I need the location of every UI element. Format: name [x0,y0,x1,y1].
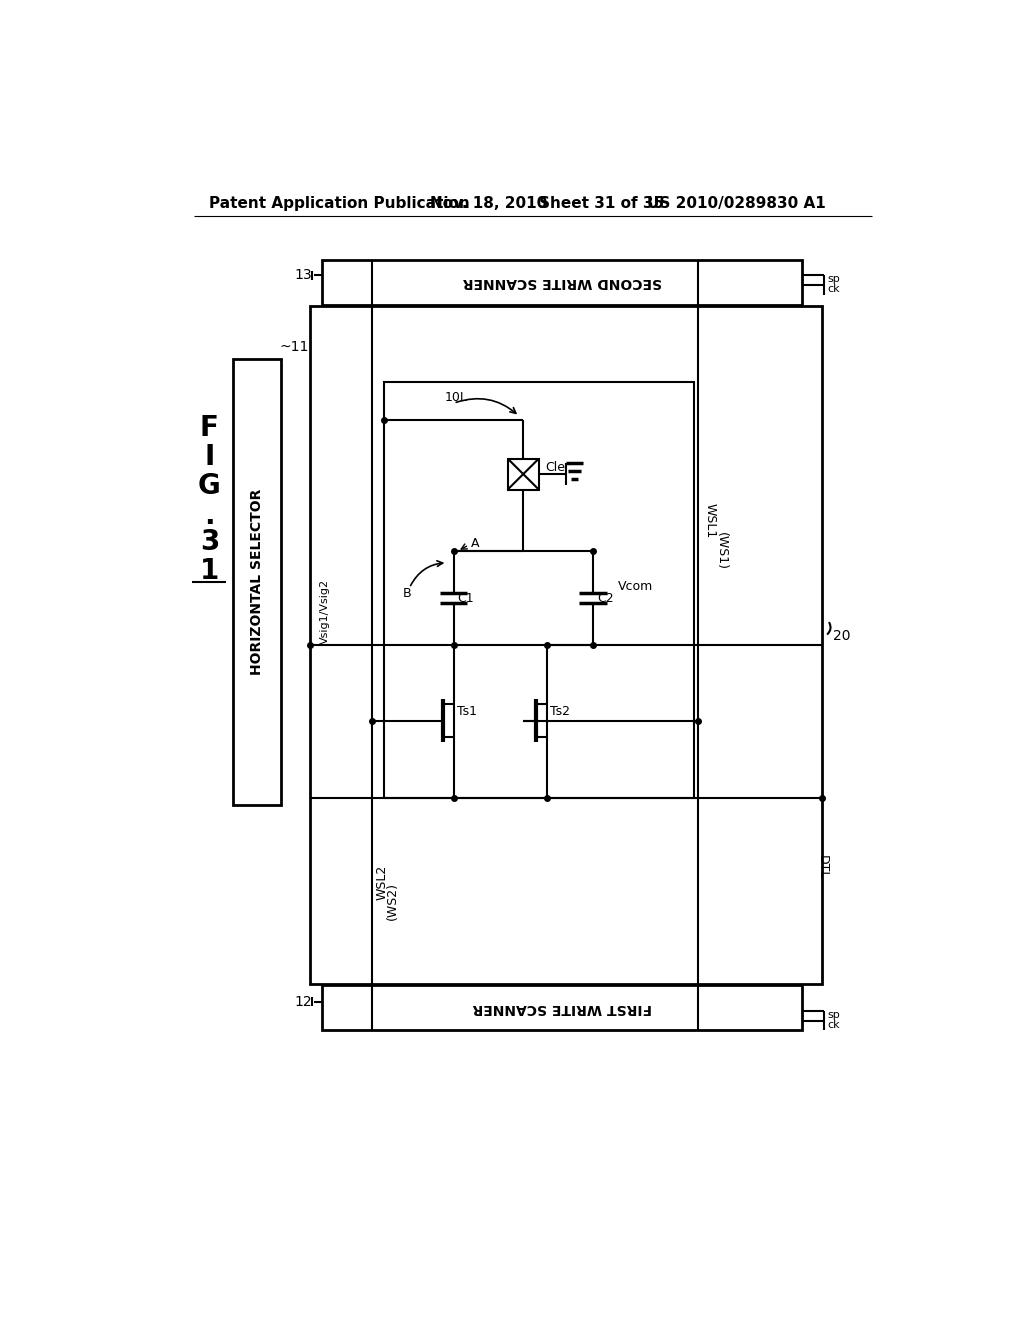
Text: C2: C2 [597,591,613,605]
Text: A: A [471,537,479,550]
Bar [310,306,821,983]
Bar [508,459,539,490]
Text: HORIZONTAL SELECTOR: HORIZONTAL SELECTOR [250,488,263,675]
Text: B: B [403,587,412,601]
Text: 1: 1 [200,557,219,585]
Text: F: F [200,414,219,442]
Text: I: I [204,444,214,471]
Text: 12: 12 [295,994,312,1008]
Text: (WS1): (WS1) [715,532,728,570]
Bar [322,260,802,305]
Text: Sheet 31 of 35: Sheet 31 of 35 [539,195,664,211]
Text: SECOND WRITE SCANNER: SECOND WRITE SCANNER [463,276,662,289]
Text: (WS2): (WS2) [386,883,399,920]
Text: FIRST WRITE SCANNER: FIRST WRITE SCANNER [472,1001,651,1015]
Text: G: G [198,473,221,500]
Text: ~11: ~11 [280,341,308,354]
Text: .: . [204,502,215,529]
Text: ck: ck [827,1019,840,1030]
Text: US 2010/0289830 A1: US 2010/0289830 A1 [647,195,826,211]
Bar [232,359,281,805]
Text: ck: ck [827,284,840,294]
Bar [322,985,802,1030]
Text: WSL2: WSL2 [376,865,389,900]
Text: Ts2: Ts2 [550,705,570,718]
Text: Vcom: Vcom [617,579,653,593]
Text: 13: 13 [295,268,312,282]
Text: sp: sp [827,275,840,284]
Text: WSL1: WSL1 [703,503,717,539]
Text: Patent Application Publication: Patent Application Publication [209,195,470,211]
Text: 20: 20 [834,628,851,643]
Text: Vsig1/Vsig2: Vsig1/Vsig2 [321,578,330,644]
Text: 10L: 10L [444,391,467,404]
Text: C1: C1 [458,591,474,605]
Bar [384,381,693,797]
Text: Ts1: Ts1 [458,705,477,718]
Text: sp: sp [827,1010,840,1019]
Text: Cle: Cle [545,462,565,474]
Text: Nov. 18, 2010: Nov. 18, 2010 [430,195,548,211]
Text: 3: 3 [200,528,219,556]
Text: DTL: DTL [816,854,829,879]
